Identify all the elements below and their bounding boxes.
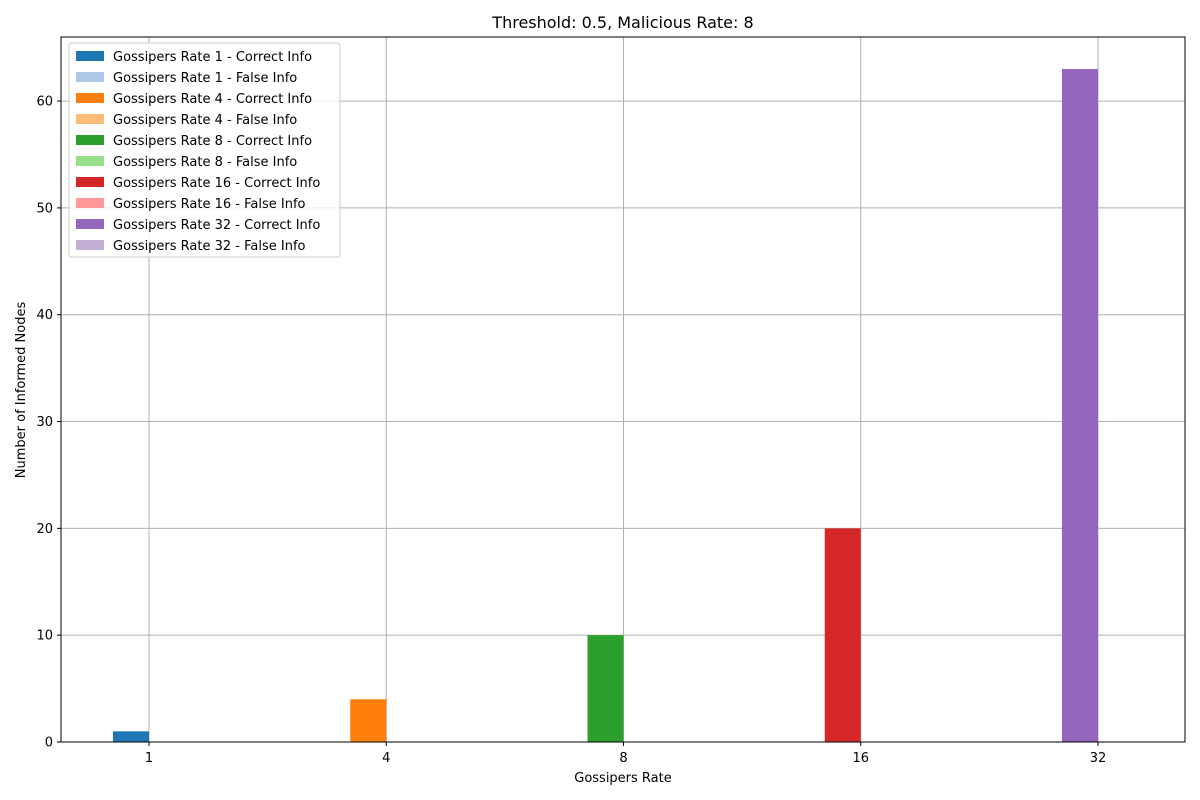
legend-label: Gossipers Rate 16 - False Info xyxy=(113,197,306,212)
legend-swatch xyxy=(76,240,104,250)
y-tick-label: 10 xyxy=(36,629,53,644)
legend-label: Gossipers Rate 8 - False Info xyxy=(113,155,297,170)
x-tick-label: 16 xyxy=(852,751,869,766)
legend-swatch xyxy=(76,51,104,61)
legend: Gossipers Rate 1 - Correct Info Gossipers… xyxy=(68,42,341,258)
legend-label: Gossipers Rate 32 - Correct Info xyxy=(113,218,320,233)
legend-swatch xyxy=(76,114,104,124)
legend-box xyxy=(68,42,341,258)
legend-label: Gossipers Rate 8 - Correct Info xyxy=(113,134,312,149)
bar xyxy=(587,635,624,742)
y-tick-label: 20 xyxy=(36,522,53,537)
bar xyxy=(824,528,861,742)
x-tick-label: 4 xyxy=(382,751,390,766)
bar xyxy=(113,731,149,742)
y-tick-label: 40 xyxy=(36,308,53,323)
y-tick-label: 50 xyxy=(36,201,53,216)
axis-ticks: 1 4 8 16 32 0 10 20 30 40 50 60 xyxy=(36,95,1106,766)
legend-swatch xyxy=(76,177,104,187)
legend-swatch xyxy=(76,219,104,229)
legend-label: Gossipers Rate 4 - False Info xyxy=(113,113,297,128)
legend-label: Gossipers Rate 1 - False Info xyxy=(113,71,297,86)
legend-swatch xyxy=(76,135,104,145)
legend-label: Gossipers Rate 4 - Correct Info xyxy=(113,92,312,107)
bar xyxy=(350,699,387,742)
x-tick-label: 32 xyxy=(1090,751,1107,766)
x-axis-label: Gossipers Rate xyxy=(574,771,672,786)
x-tick-label: 1 xyxy=(145,751,153,766)
y-axis-label: Number of Informed Nodes xyxy=(14,302,29,479)
legend-swatch xyxy=(76,198,104,208)
y-tick-label: 60 xyxy=(36,95,53,110)
grid xyxy=(61,37,1185,743)
bar xyxy=(1062,69,1098,742)
legend-label: Gossipers Rate 32 - False Info xyxy=(113,239,306,254)
legend-label: Gossipers Rate 16 - Correct Info xyxy=(113,176,320,191)
legend-swatch xyxy=(76,156,104,166)
legend-swatch xyxy=(76,72,104,82)
legend-swatch xyxy=(76,93,104,103)
legend-label: Gossipers Rate 1 - Correct Info xyxy=(113,50,312,65)
y-tick-label: 30 xyxy=(36,415,53,430)
y-tick-label: 0 xyxy=(45,736,53,751)
bars xyxy=(113,69,1098,742)
x-tick-label: 8 xyxy=(619,751,627,766)
chart-title: Threshold: 0.5, Malicious Rate: 8 xyxy=(491,13,753,32)
